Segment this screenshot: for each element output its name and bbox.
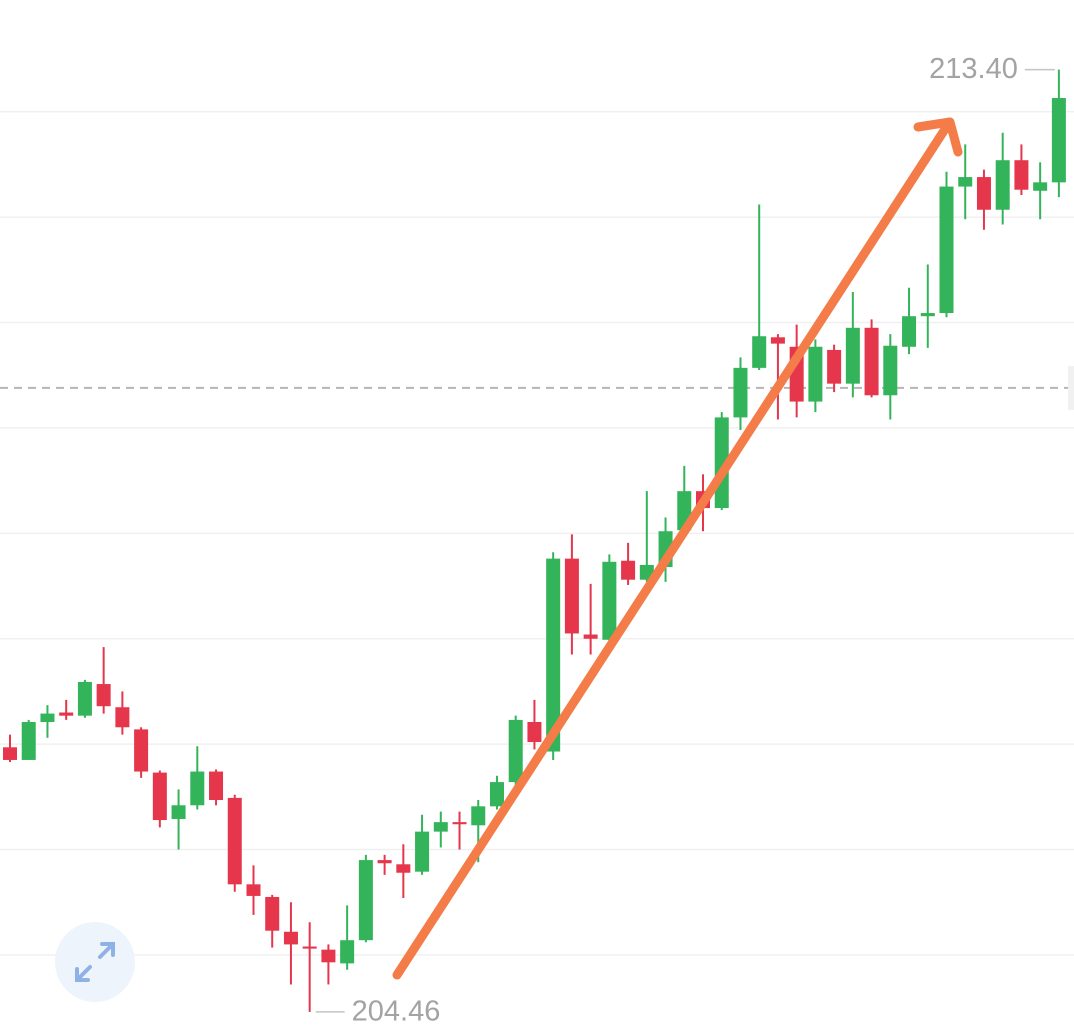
candle-body (1051, 98, 1066, 183)
candle-body (152, 772, 167, 821)
candle-body (377, 860, 392, 864)
candle-body (1014, 160, 1029, 190)
candle-body (976, 177, 991, 210)
candle-body (134, 729, 149, 772)
candle-body (883, 345, 898, 396)
candle-body (864, 327, 879, 396)
candle-body (340, 940, 355, 964)
grid (0, 110, 1074, 956)
candle-body (396, 864, 411, 873)
candle-body (733, 367, 748, 418)
candle-body (21, 722, 36, 760)
candle-body (302, 946, 317, 949)
trend-arrow (392, 117, 963, 980)
candle-body (415, 831, 430, 872)
annotation-label: 204.46 (352, 996, 441, 1028)
candle-body (920, 313, 935, 317)
candle-body (59, 712, 74, 716)
candle-body (227, 797, 242, 885)
candle-body (564, 558, 579, 634)
scroll-handle (1068, 366, 1074, 410)
candle-body (808, 346, 823, 402)
candle-body (96, 684, 111, 707)
candle-body (246, 884, 261, 896)
candle-body (527, 722, 542, 743)
candle-body (489, 782, 504, 807)
candle-body (265, 896, 280, 931)
candle-body (283, 931, 298, 945)
annotations: 213.40 204.46 (315, 53, 1055, 1028)
candle-body (3, 747, 17, 760)
candle-body (433, 822, 448, 832)
candle-body (471, 806, 486, 826)
candle-body (40, 713, 55, 723)
candle-body (827, 349, 842, 384)
candle-body (621, 560, 636, 580)
candle-body (752, 336, 767, 368)
candle-body (995, 160, 1010, 210)
candle-body (602, 561, 617, 640)
candle-body (1033, 182, 1048, 191)
candle-body (958, 177, 973, 187)
arrow-head (913, 117, 963, 157)
candle-body (77, 681, 92, 716)
candle-body (583, 634, 598, 639)
arrow-shaft (392, 121, 952, 980)
candle-body (321, 949, 336, 963)
expand-icon[interactable] (75, 942, 115, 982)
candle-body (171, 805, 186, 819)
annotation-label: 213.40 (929, 53, 1018, 85)
expand-button-bg[interactable] (55, 922, 135, 1002)
candle-body (770, 337, 785, 344)
candle-body (939, 186, 954, 314)
candle-body (508, 719, 523, 783)
candle-body (902, 316, 917, 347)
candle-body (845, 327, 860, 384)
candle-body (209, 771, 224, 801)
candle-body (546, 558, 561, 752)
candle-body (358, 860, 373, 941)
candles (3, 69, 1066, 1012)
expand-button[interactable] (55, 922, 135, 1002)
candle-body (190, 771, 205, 806)
candle-body (115, 707, 130, 728)
candle-body (452, 822, 467, 825)
